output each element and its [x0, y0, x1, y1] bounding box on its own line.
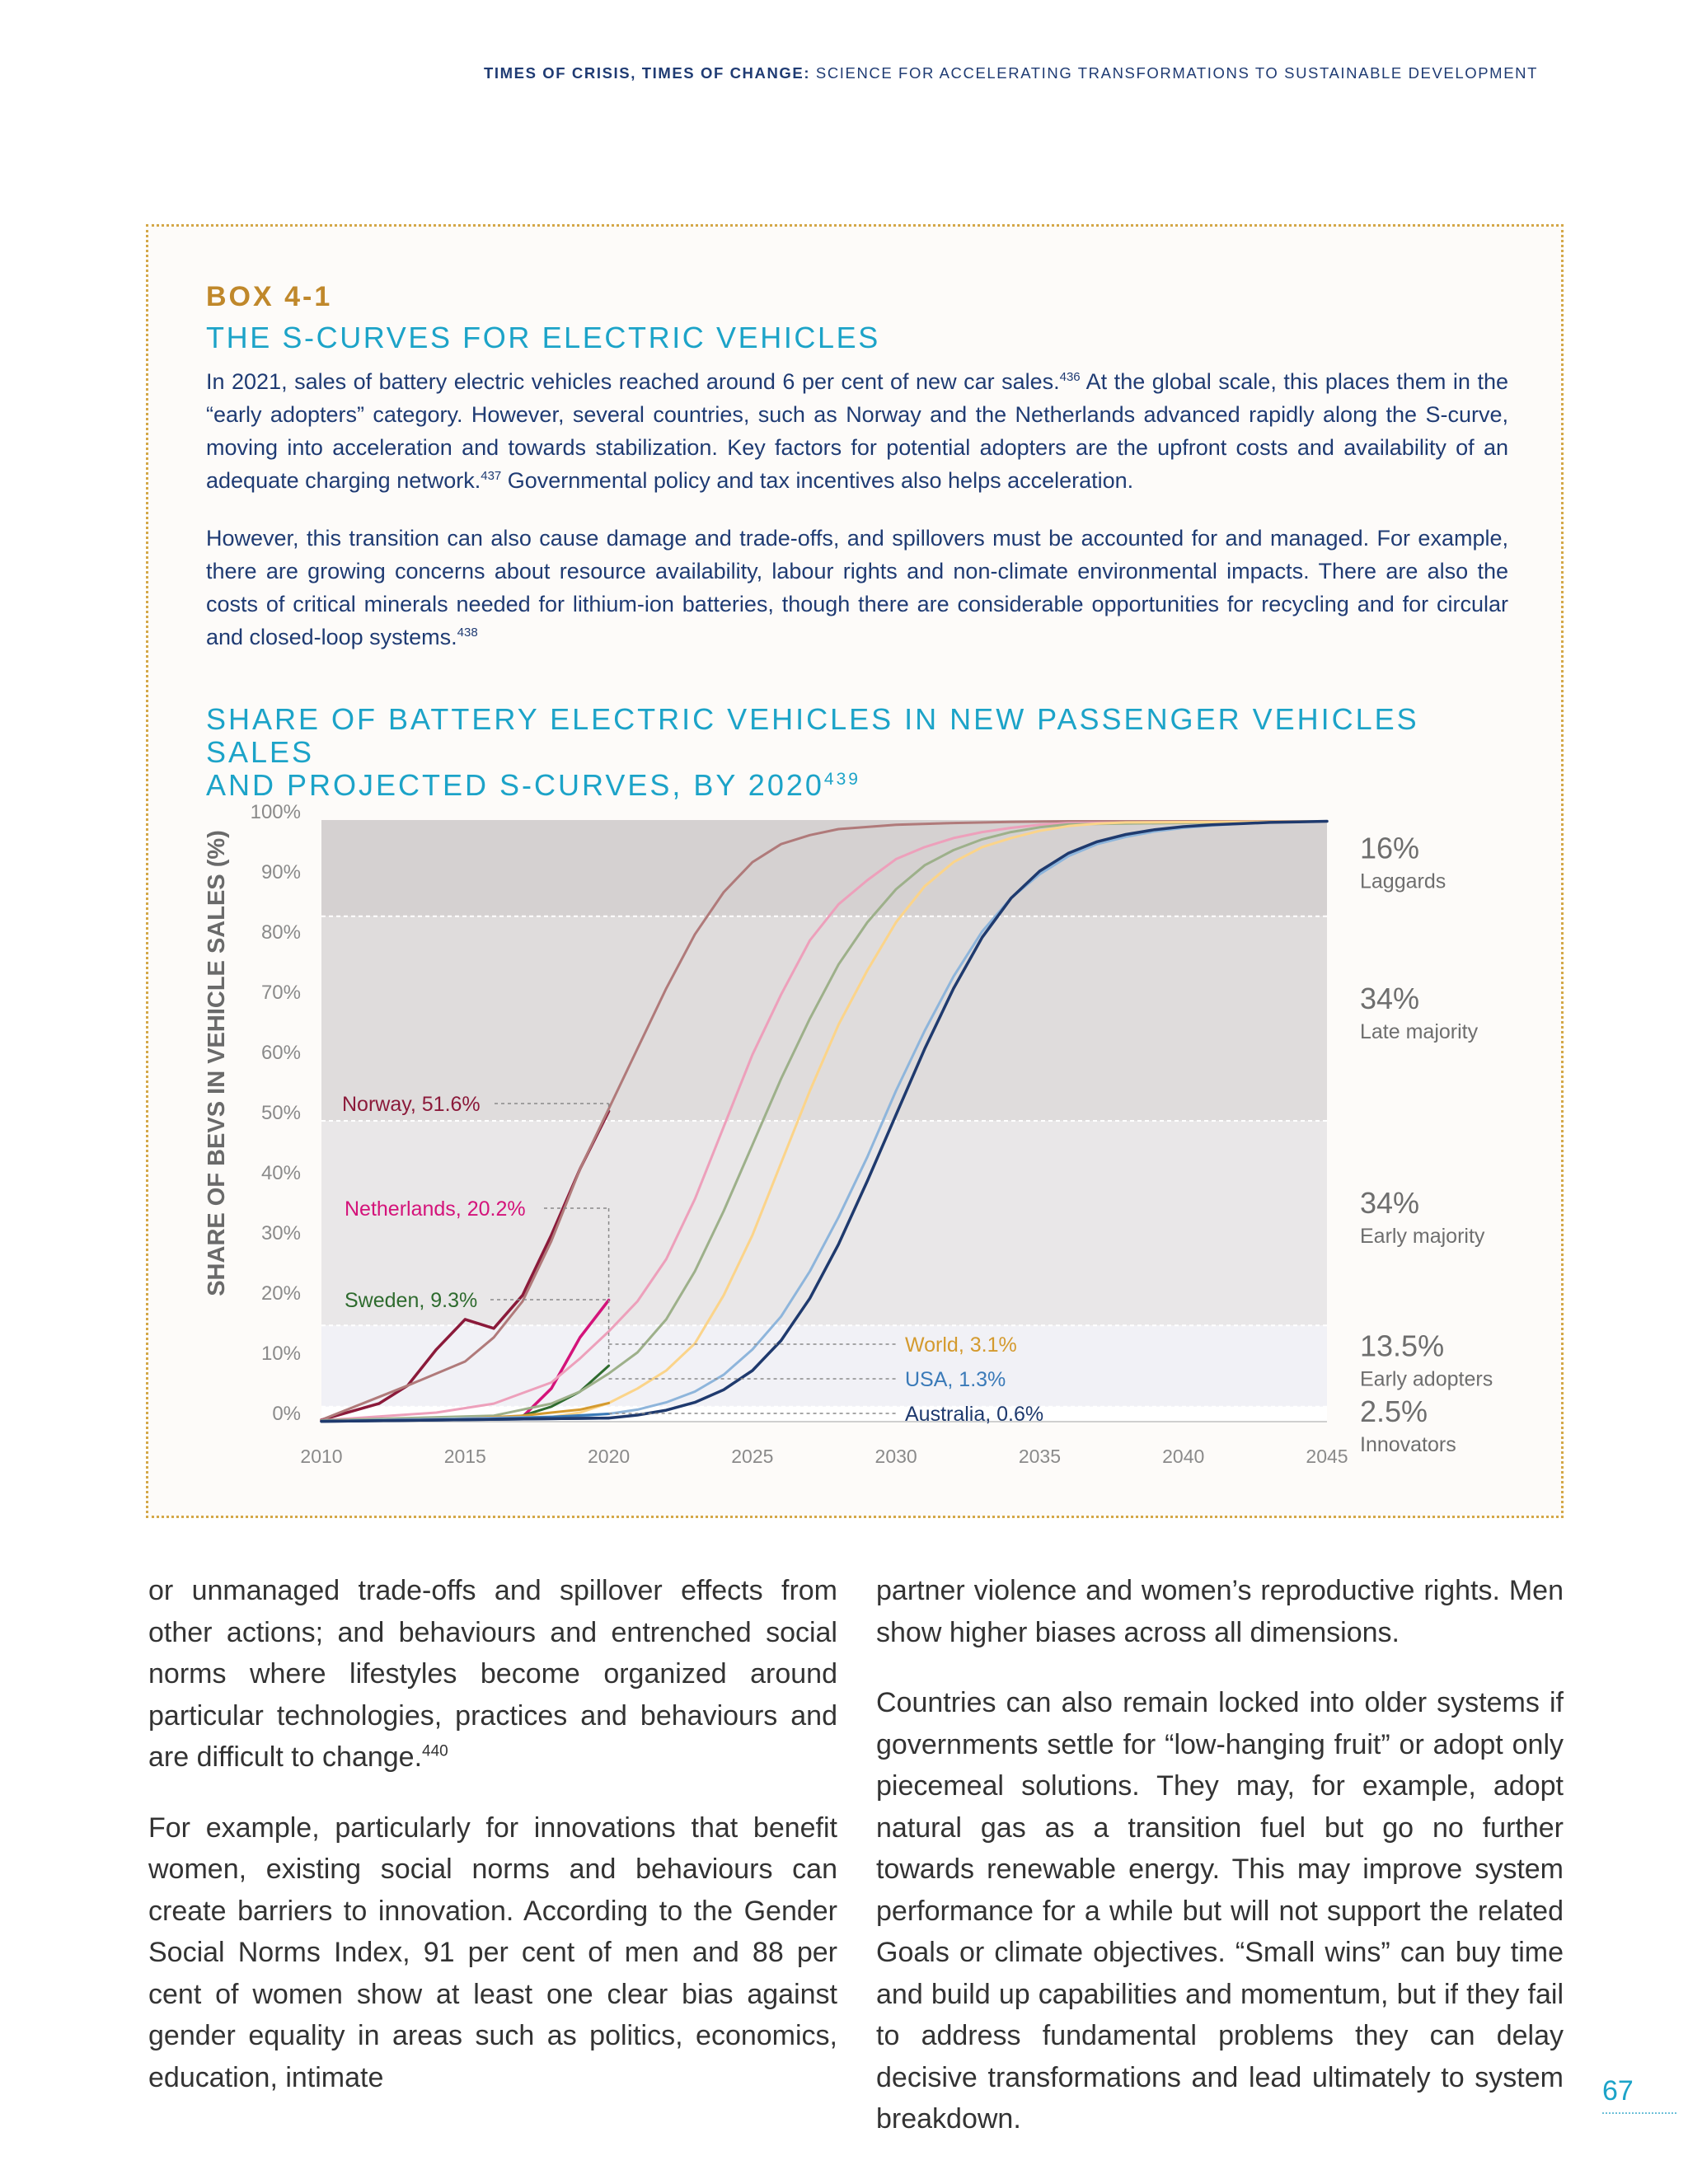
band-name-label: Late majority — [1360, 1020, 1479, 1043]
series-label-world: World, 3.1% — [905, 1333, 1017, 1357]
band-name-label: Early adopters — [1360, 1367, 1493, 1390]
page-number-rule — [1602, 2112, 1676, 2114]
y-tick-label: 10% — [261, 1343, 301, 1365]
series-line-sweden-projection — [320, 820, 1329, 1422]
body-right-paragraph-2: Countries can also remain locked into ol… — [876, 1687, 1564, 2135]
band-percent-label: 34% — [1360, 1186, 1419, 1220]
band-name-label: Early majority — [1360, 1225, 1485, 1248]
y-tick-label: 70% — [261, 982, 301, 1004]
y-tick-label: 60% — [261, 1042, 301, 1064]
box-p2-text: However, this transition can also cause … — [206, 526, 1508, 649]
band-percent-label: 34% — [1360, 982, 1419, 1015]
x-tick-label: 2010 — [300, 1446, 342, 1467]
chart-title-line-1: SHARE OF BATTERY ELECTRIC VEHICLES IN NE… — [206, 702, 1419, 769]
page-number: 67 — [1602, 2075, 1634, 2107]
y-tick-label: 20% — [261, 1282, 301, 1305]
series-label-sweden: Sweden, 9.3% — [345, 1289, 477, 1312]
y-tick-label: 40% — [261, 1162, 301, 1184]
s-curve-chart: 2.5% Innovators 13.5% Early adopters 34% Earl… — [204, 801, 1493, 1467]
x-tick-label: 2025 — [731, 1446, 773, 1467]
footnote-ref-438[interactable]: 438 — [457, 626, 478, 640]
band-percent-label: 13.5% — [1360, 1329, 1444, 1362]
series-line-australia-projection — [320, 819, 1329, 1423]
box-p1-text-a: In 2021, sales of battery electric vehic… — [206, 369, 1060, 394]
band-name-label: Innovators — [1360, 1433, 1456, 1456]
y-tick-label: 50% — [261, 1102, 301, 1124]
body-column-left: or unmanaged trade-offs and spillover ef… — [148, 1570, 837, 2127]
body-left-p1-text: or unmanaged trade-offs and spillover ef… — [148, 1575, 837, 1773]
band-early-majority — [321, 1121, 1327, 1326]
box-label: BOX 4-1 — [206, 281, 333, 312]
x-tick-label: 2015 — [444, 1446, 486, 1467]
x-tick-label: 2035 — [1019, 1446, 1061, 1467]
band-name-label: Laggards — [1360, 869, 1446, 893]
box-p1-text-b: At the global scale, this places them in… — [206, 369, 1508, 493]
x-tick-label: 2045 — [1306, 1446, 1348, 1467]
y-tick-label: 30% — [261, 1222, 301, 1244]
series-line-netherlands-projection — [320, 820, 1329, 1422]
y-tick-label: 80% — [261, 921, 301, 944]
x-tick-label: 2030 — [875, 1446, 917, 1467]
box-p1-text-c: Governmental policy and tax incentives a… — [501, 468, 1134, 493]
band-late-majority — [321, 916, 1327, 1121]
y-tick-label: 100% — [251, 801, 301, 823]
body-right-paragraph-1: partner violence and women’s reproductiv… — [876, 1575, 1564, 1648]
box-title: THE S-CURVES FOR ELECTRIC VEHICLES — [206, 321, 880, 354]
box-paragraph-2: However, this transition can also cause … — [206, 522, 1508, 654]
x-tick-label: 2020 — [588, 1446, 630, 1467]
series-line-norway-projection — [320, 820, 1329, 1422]
band-early-adopters — [321, 1325, 1327, 1407]
series-label-norway: Norway, 51.6% — [342, 1093, 481, 1116]
y-tick-label: 0% — [272, 1403, 301, 1425]
series-line-australia — [320, 1416, 611, 1423]
running-header: TIMES OF CRISIS, TIMES OF CHANGE: SCIENC… — [0, 64, 1538, 82]
box-paragraph-1: In 2021, sales of battery electric vehic… — [206, 365, 1508, 497]
band-percent-label: 2.5% — [1360, 1394, 1428, 1428]
band-laggards — [321, 820, 1327, 916]
body-column-right: partner violence and women’s reproductiv… — [876, 1570, 1564, 2169]
body-left-paragraph-2: For example, particularly for innovation… — [148, 1811, 837, 2093]
running-header-bold: TIMES OF CRISIS, TIMES OF CHANGE: — [484, 64, 811, 82]
band-percent-label: 16% — [1360, 831, 1419, 865]
chart-title-line-2: AND PROJECTED S-CURVES, BY 2020 — [206, 768, 824, 802]
footnote-ref-439[interactable]: 439 — [823, 770, 860, 789]
chart-title: SHARE OF BATTERY ELECTRIC VEHICLES IN NE… — [206, 703, 1459, 802]
footnote-ref-436[interactable]: 436 — [1059, 370, 1081, 384]
series-label-australia: Australia, 0.6% — [905, 1403, 1043, 1426]
y-axis-title: SHARE OF BEVS IN VEHICLE SALES (%) — [204, 830, 230, 1296]
footnote-ref-440[interactable]: 440 — [422, 1742, 448, 1760]
x-tick-label: 2040 — [1162, 1446, 1204, 1467]
running-header-rest: SCIENCE FOR ACCELERATING TRANSFORMATIONS… — [815, 64, 1538, 82]
series-label-netherlands: Netherlands, 20.2% — [345, 1197, 526, 1221]
body-left-paragraph-1: or unmanaged trade-offs and spillover ef… — [148, 1570, 837, 1779]
series-line-world-projection — [320, 820, 1329, 1422]
series-label-usa: USA, 1.3% — [905, 1368, 1006, 1391]
y-tick-label: 90% — [261, 861, 301, 883]
footnote-ref-437[interactable]: 437 — [481, 469, 502, 483]
